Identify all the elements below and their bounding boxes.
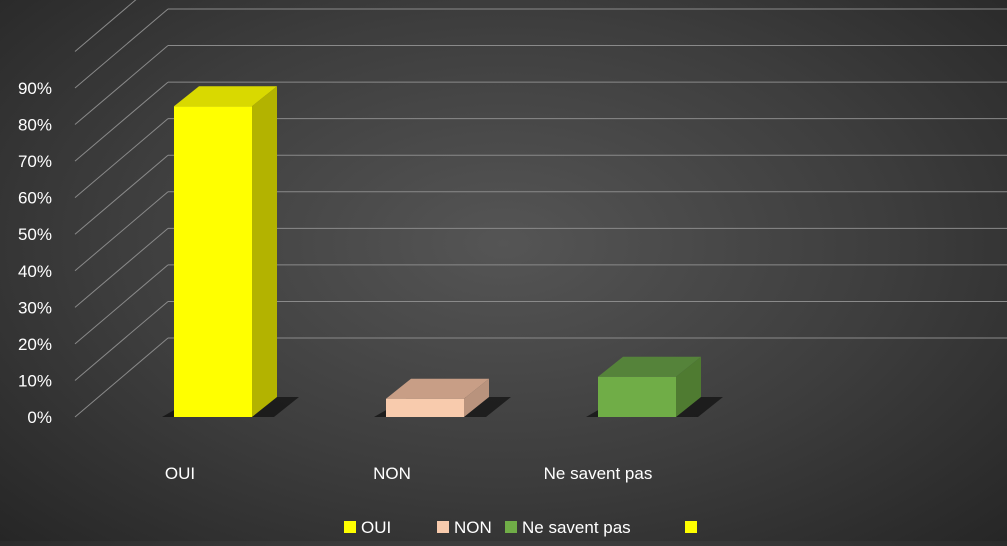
gridline-diagonal xyxy=(74,8,169,89)
gridline-diagonal xyxy=(74,81,169,162)
y-tick-label: 80% xyxy=(18,116,52,135)
gridline-diagonal xyxy=(74,0,137,52)
grid-layer xyxy=(74,0,1007,418)
gridline-diagonal xyxy=(74,301,169,381)
legend-swatch xyxy=(437,521,449,533)
bar-ne-savent-pas xyxy=(598,376,676,417)
gridline-diagonal xyxy=(74,227,169,308)
gridline-diagonal xyxy=(74,337,169,418)
bar-layer xyxy=(174,86,701,418)
x-tick-label: NON xyxy=(373,464,411,483)
y-tick-label: 30% xyxy=(18,298,52,317)
legend-layer: OUI NON Ne savent pas xyxy=(344,518,697,537)
y-tick-label: 10% xyxy=(18,371,52,390)
legend-label: NON xyxy=(454,518,492,537)
x-tick-label: Ne savent pas xyxy=(544,464,653,483)
y-tick-label: 90% xyxy=(18,79,52,98)
bar-side xyxy=(676,356,701,417)
y-tick-label: 60% xyxy=(18,189,52,208)
legend-swatch xyxy=(344,521,356,533)
y-tick-label: 40% xyxy=(18,262,52,281)
y-tick-label: 20% xyxy=(18,335,52,354)
legend-label: Ne savent pas xyxy=(522,518,631,537)
y-tick-label: 50% xyxy=(18,225,52,244)
legend-swatch xyxy=(685,521,697,533)
bar-side xyxy=(464,378,489,417)
bar-non xyxy=(386,398,464,417)
gridline-diagonal xyxy=(74,264,169,345)
gridline-diagonal xyxy=(74,191,169,272)
axis-layer: 0% 10% 20% 30% 40% 50% 60% 70% 80% 90% OUI NON Ne sa… xyxy=(18,79,652,483)
bar-side xyxy=(252,86,277,418)
x-tick-label: OUI xyxy=(165,464,195,483)
bar-top xyxy=(174,86,277,107)
gridline-diagonal xyxy=(74,45,169,125)
y-tick-label: 0% xyxy=(27,408,52,427)
bar-top xyxy=(598,356,701,377)
bar-top xyxy=(386,378,489,399)
gridline-diagonal xyxy=(74,118,169,199)
gridline-diagonal xyxy=(74,154,169,235)
legend-swatch xyxy=(505,521,517,533)
legend-label: OUI xyxy=(361,518,391,537)
y-tick-label: 70% xyxy=(18,152,52,171)
bar-oui xyxy=(174,106,252,418)
